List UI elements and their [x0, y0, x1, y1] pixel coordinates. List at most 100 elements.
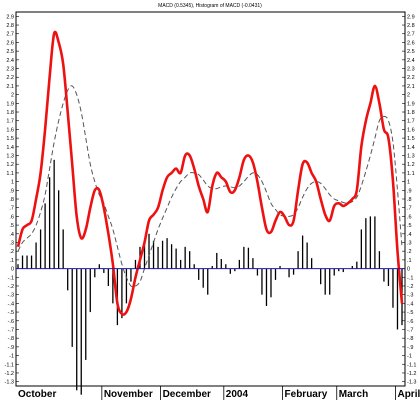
y-tick-label: -.1	[8, 275, 14, 281]
y-tick-label: 2.5	[407, 49, 415, 55]
x-tick-label: December	[163, 389, 211, 400]
y-tick-label: 2.5	[6, 49, 14, 55]
y-tick-label: 2	[407, 93, 410, 99]
y-tick-label: .4	[407, 232, 412, 238]
x-tick-label: March	[339, 389, 368, 400]
y-tick-label: .6	[9, 214, 14, 220]
y-tick-label: .9	[9, 188, 14, 194]
histogram-series	[17, 159, 403, 395]
y-tick-label: 2.8	[6, 23, 14, 29]
y-tick-label: -1.2	[5, 371, 14, 377]
y-tick-label: 2.4	[6, 58, 14, 64]
y-tick-label: 2.8	[407, 23, 415, 29]
y-tick-label: -.6	[8, 319, 14, 325]
y-tick-label: 1.5	[6, 136, 14, 142]
y-tick-label: 2.2	[6, 75, 14, 81]
y-tick-label: .5	[9, 223, 14, 229]
macd-line	[16, 30, 404, 316]
y-tick-label: -.4	[8, 301, 14, 307]
y-tick-label: 1	[11, 180, 14, 186]
y-tick-label: -1	[9, 354, 14, 360]
y-tick-label: -1.1	[407, 362, 416, 368]
y-tick-label: -.9	[8, 345, 14, 351]
y-tick-label: -.5	[407, 310, 413, 316]
y-tick-label: -1.1	[5, 362, 14, 368]
y-tick-label: 2.3	[407, 67, 415, 73]
y-tick-label: 1.2	[407, 162, 415, 168]
y-tick-label: -.9	[407, 345, 413, 351]
y-tick-label: -.3	[8, 293, 14, 299]
y-tick-label: 2.6	[6, 40, 14, 46]
y-tick-label: 1.8	[407, 110, 415, 116]
y-tick-label: -1.2	[407, 371, 416, 377]
y-tick-label: .2	[407, 249, 412, 255]
y-tick-label: .3	[9, 240, 14, 246]
y-tick-label: 1.4	[407, 145, 415, 151]
y-tick-label: 2.7	[6, 32, 14, 38]
x-tick-label: November	[104, 389, 153, 400]
y-tick-label: -.4	[407, 301, 413, 307]
y-tick-label: 2.6	[407, 40, 415, 46]
y-tick-label: .5	[407, 223, 412, 229]
y-tick-label: 2.4	[407, 58, 415, 64]
y-tick-label: 1.1	[6, 171, 14, 177]
y-tick-label: 1.6	[6, 127, 14, 133]
y-tick-label: 1	[407, 180, 410, 186]
y-tick-label: .9	[407, 188, 412, 194]
y-tick-label: 2.1	[6, 84, 14, 90]
right-y-axis: -1.3 -1.2 -1.1 -1 -.9 -.8 -.7 -.6 -.5 -.4 -.3 -.2 -.…	[402, 14, 416, 386]
y-tick-label: 2.3	[6, 67, 14, 73]
y-tick-label: .1	[9, 258, 14, 264]
y-tick-label: 2.1	[407, 84, 415, 90]
y-tick-label: -1	[407, 354, 412, 360]
y-tick-label: 2.9	[407, 14, 415, 20]
y-tick-label: .7	[9, 206, 14, 212]
x-tick-label: 2004	[226, 389, 249, 400]
x-tick-label: February	[285, 389, 328, 400]
y-tick-label: 1.6	[407, 127, 415, 133]
y-tick-label: .6	[407, 214, 412, 220]
y-tick-label: -1.3	[407, 380, 416, 386]
y-tick-label: 2	[11, 93, 14, 99]
x-tick-label: October	[18, 389, 56, 400]
y-tick-label: 0	[11, 267, 14, 273]
y-tick-label: .2	[9, 249, 14, 255]
signal-line	[17, 85, 403, 288]
left-y-axis: -1.3 -1.2 -1.1 -1 -.9 -.8 -.7 -.6 -.5 -.4 -.3 -.2 -.…	[5, 14, 19, 386]
y-tick-label: -.2	[8, 284, 14, 290]
y-tick-label: 1.3	[407, 154, 415, 160]
y-tick-label: 1.1	[407, 171, 415, 177]
chart-title: MACD (0.5345), Histogram of MACD (-0.043…	[158, 3, 262, 9]
x-tick-label: April	[397, 389, 420, 400]
y-tick-label: .8	[9, 197, 14, 203]
y-tick-label: .1	[407, 258, 412, 264]
y-tick-label: -1.3	[5, 380, 14, 386]
y-tick-label: 1.4	[6, 145, 14, 151]
y-tick-label: 1.7	[407, 119, 415, 125]
y-tick-label: -.7	[407, 327, 413, 333]
y-tick-label: -.8	[8, 336, 14, 342]
y-tick-label: -.2	[407, 284, 413, 290]
y-tick-label: 2.2	[407, 75, 415, 81]
y-tick-label: 2.9	[6, 14, 14, 20]
y-tick-label: 1.9	[407, 101, 415, 107]
y-tick-label: -.7	[8, 327, 14, 333]
x-axis: October November December 2004 February March…	[18, 386, 420, 400]
y-tick-label: -.1	[407, 275, 413, 281]
y-tick-label: 1.8	[6, 110, 14, 116]
y-tick-label: 0	[407, 267, 410, 273]
y-tick-label: 1.2	[6, 162, 14, 168]
plot-frame	[15, 11, 406, 387]
y-tick-label: .4	[9, 232, 14, 238]
y-tick-label: 1.5	[407, 136, 415, 142]
y-tick-label: 1.3	[6, 154, 14, 160]
y-tick-label: -.8	[407, 336, 413, 342]
y-tick-label: 1.9	[6, 101, 14, 107]
y-tick-label: .8	[407, 197, 412, 203]
y-tick-label: .3	[407, 240, 412, 246]
y-tick-label: 2.7	[407, 32, 415, 38]
y-tick-label: -.6	[407, 319, 413, 325]
y-tick-label: .7	[407, 206, 412, 212]
line-series	[16, 30, 404, 316]
y-tick-label: 1.7	[6, 119, 14, 125]
